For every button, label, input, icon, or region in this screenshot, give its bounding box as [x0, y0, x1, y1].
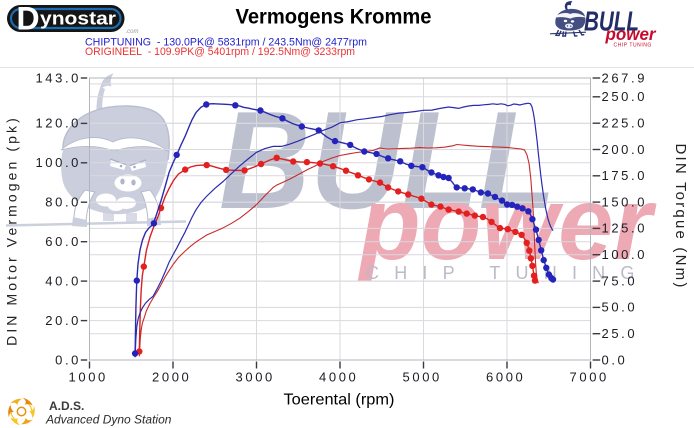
svg-text:Toerental (rpm): Toerental (rpm) — [284, 392, 395, 409]
svg-text:50.0: 50.0 — [602, 300, 638, 315]
svg-text:DIN Torque (Nm): DIN Torque (Nm) — [672, 143, 689, 289]
svg-text:A.D.S.: A.D.S. — [49, 399, 84, 413]
svg-text:4000: 4000 — [319, 370, 358, 385]
svg-text:175.0: 175.0 — [602, 168, 648, 183]
svg-text:225.0: 225.0 — [602, 116, 648, 131]
svg-text:150.0: 150.0 — [602, 194, 648, 209]
svg-text:250.0: 250.0 — [602, 89, 648, 104]
svg-text:CHIPTUNING - 130.0PK@ 5831rpm: CHIPTUNING - 130.0PK@ 5831rpm / 243.5Nm@… — [85, 36, 367, 48]
svg-text:DIN Motor Vermogen (pk): DIN Motor Vermogen (pk) — [4, 115, 20, 346]
svg-text:1000: 1000 — [69, 370, 108, 385]
svg-text:143.0: 143.0 — [35, 70, 81, 85]
svg-text:3000: 3000 — [236, 370, 275, 385]
svg-text:2000: 2000 — [152, 370, 191, 385]
svg-text:Advanced Dyno Station: Advanced Dyno Station — [45, 413, 172, 427]
svg-text:7000: 7000 — [570, 370, 609, 385]
svg-text:0.0: 0.0 — [55, 352, 81, 367]
svg-text:60.0: 60.0 — [45, 234, 81, 249]
svg-text:0.0: 0.0 — [602, 352, 628, 367]
svg-text:100.0: 100.0 — [35, 155, 81, 170]
svg-text:25.0: 25.0 — [602, 326, 638, 341]
svg-text:D: D — [17, 1, 40, 37]
svg-text:267.9: 267.9 — [602, 70, 648, 85]
svg-text:120.0: 120.0 — [35, 116, 81, 131]
svg-text:75.0: 75.0 — [602, 273, 638, 288]
svg-text:40.0: 40.0 — [45, 273, 81, 288]
svg-text:5000: 5000 — [403, 370, 442, 385]
svg-text:power: power — [605, 24, 657, 44]
svg-text:Vermogens Kromme: Vermogens Kromme — [236, 5, 432, 29]
svg-text:200.0: 200.0 — [602, 142, 648, 157]
svg-text:ORIGINEEL - 109.9PK@ 5401rpm: ORIGINEEL - 109.9PK@ 5401rpm / 192.5Nm@ … — [85, 46, 355, 58]
svg-text:100.0: 100.0 — [602, 247, 648, 262]
svg-text:CHIP TUNING: CHIP TUNING — [614, 42, 652, 48]
svg-text:ynostar: ynostar — [40, 9, 116, 29]
svg-text:CHIP TUNING: CHIP TUNING — [366, 263, 650, 283]
svg-text:80.0: 80.0 — [45, 195, 81, 210]
svg-text:125.0: 125.0 — [602, 221, 648, 236]
svg-text:BULL: BULL — [584, 6, 639, 37]
svg-text:6000: 6000 — [486, 370, 525, 385]
svg-text:20.0: 20.0 — [45, 313, 81, 328]
svg-text:.com: .com — [126, 29, 139, 35]
